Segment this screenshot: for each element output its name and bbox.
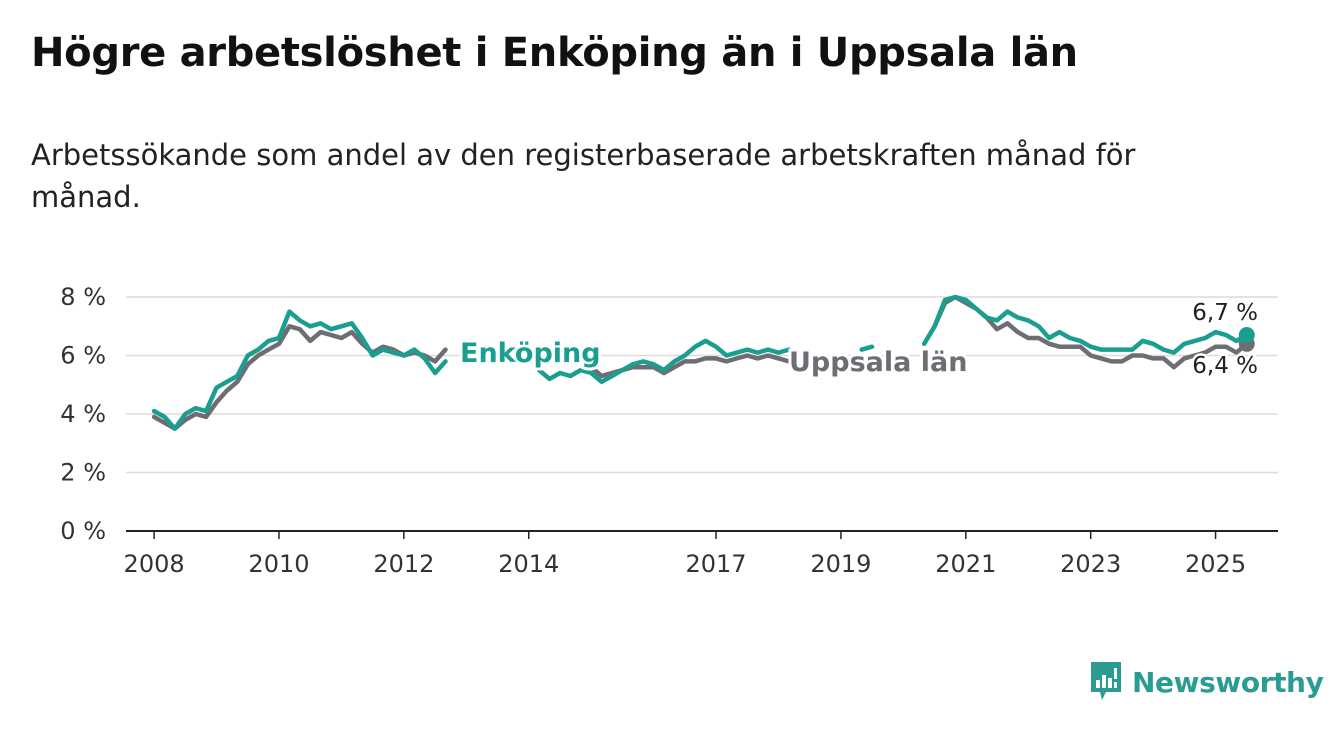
series-line-enkoping: [859, 344, 875, 352]
chart-title: Högre arbetslöshet i Enköping än i Uppsa…: [31, 30, 1078, 76]
x-tick-label: 2017: [686, 550, 747, 578]
y-tick-label: 2 %: [60, 459, 106, 487]
y-axis-ticks: 0 % 2 % 4 % 6 % 8 %: [60, 283, 106, 545]
last-value-label-uppsala-lan: 6,4 %: [1192, 353, 1258, 379]
x-tick-label: 2025: [1185, 550, 1246, 578]
y-tick-label: 4 %: [60, 400, 106, 428]
y-tick-label: 0 %: [60, 517, 106, 545]
series-line-enkoping: [921, 294, 1250, 355]
series-labels: Enköping Uppsala län 6,7 % 6,4 %: [457, 298, 1261, 382]
series-label-uppsala-lan: Uppsala län: [789, 347, 967, 378]
line-chart: 0 % 2 % 4 % 6 % 8 % 2008 2010 2012 2014 2017 2019…: [60, 283, 1278, 578]
x-tick-label: 2012: [373, 550, 434, 578]
gridlines: [126, 296, 1278, 532]
x-tick-label: 2019: [810, 550, 871, 578]
last-point-marker: [1238, 327, 1255, 344]
series-lines: [151, 294, 1255, 431]
series-line-enkoping: [536, 338, 792, 385]
x-tick-label: 2023: [1060, 550, 1121, 578]
chart-subtitle: Arbetssökande som andel av den registerb…: [31, 138, 1136, 214]
series-line-enkoping: [151, 309, 448, 431]
x-tick-label: 2021: [935, 550, 996, 578]
x-tick-label: 2008: [124, 550, 185, 578]
x-tick-label: 2014: [498, 550, 559, 578]
series-label-enkoping: Enköping: [460, 338, 601, 369]
x-axis-ticks: 2008 2010 2012 2014 2017 2019 2021 2023 2025: [124, 531, 1246, 578]
brand-logo: Newsworthy: [1088, 660, 1324, 704]
x-tick-label: 2010: [248, 550, 309, 578]
bar-chart-logo-icon: [1091, 662, 1121, 700]
y-tick-label: 6 %: [60, 342, 106, 370]
last-value-label-enkoping: 6,7 %: [1192, 300, 1258, 326]
brand-name: Newsworthy: [1132, 665, 1324, 699]
y-tick-label: 8 %: [60, 283, 106, 311]
